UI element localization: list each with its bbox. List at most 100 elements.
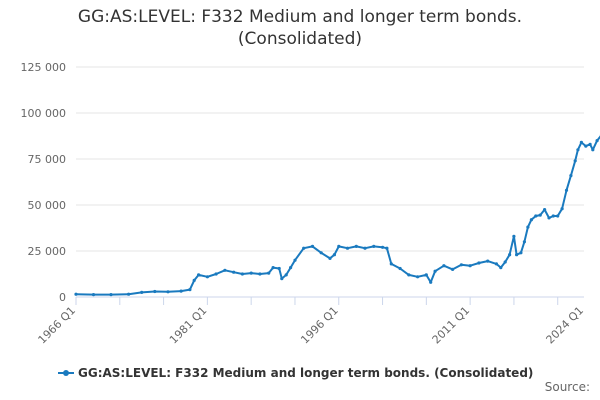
y-tick-label: 100 000: [21, 107, 67, 120]
data-point[interactable]: [197, 273, 201, 277]
data-point[interactable]: [579, 140, 584, 144]
data-point[interactable]: [591, 148, 595, 152]
data-point[interactable]: [332, 253, 336, 257]
x-tick-label: 1996 Q1: [298, 304, 341, 347]
x-tick-label: 2011 Q1: [430, 304, 473, 347]
data-point[interactable]: [188, 288, 192, 292]
data-point[interactable]: [569, 174, 573, 178]
data-point[interactable]: [280, 277, 284, 281]
data-point[interactable]: [293, 258, 297, 262]
y-tick-label: 50 000: [28, 199, 67, 212]
data-point[interactable]: [459, 263, 463, 267]
data-point[interactable]: [337, 244, 341, 248]
data-point[interactable]: [529, 218, 534, 222]
data-point[interactable]: [451, 267, 455, 271]
data-point[interactable]: [429, 280, 433, 284]
data-point[interactable]: [416, 275, 420, 279]
data-point[interactable]: [354, 244, 358, 248]
y-tick-label: 25 000: [28, 245, 67, 258]
data-point[interactable]: [468, 264, 472, 268]
data-point[interactable]: [363, 246, 367, 250]
data-point[interactable]: [515, 253, 519, 257]
chart-title-line2: (Consolidated): [237, 29, 363, 49]
data-point[interactable]: [424, 273, 428, 277]
data-point[interactable]: [538, 213, 542, 217]
data-point[interactable]: [564, 188, 569, 192]
data-point[interactable]: [486, 259, 490, 263]
data-point[interactable]: [328, 256, 332, 260]
data-point[interactable]: [153, 289, 157, 294]
data-point[interactable]: [389, 262, 393, 266]
y-tick-label: 0: [59, 291, 66, 304]
data-point[interactable]: [503, 260, 507, 264]
data-point[interactable]: [179, 289, 183, 293]
gridlines: [76, 66, 584, 298]
data-point[interactable]: [433, 269, 437, 273]
data-point[interactable]: [109, 293, 113, 297]
data-point[interactable]: [499, 266, 503, 270]
data-point[interactable]: [551, 214, 555, 218]
data-point[interactable]: [385, 246, 389, 250]
data-point[interactable]: [127, 292, 131, 296]
data-point[interactable]: [494, 262, 498, 266]
data-point[interactable]: [166, 290, 170, 294]
data-point[interactable]: [512, 234, 516, 238]
data-point[interactable]: [205, 275, 209, 279]
legend[interactable]: GG:AS:LEVEL: F332 Medium and longer term…: [58, 366, 533, 380]
source-label[interactable]: Source:: [544, 380, 590, 394]
data-point[interactable]: [372, 244, 376, 248]
data-point[interactable]: [192, 278, 196, 282]
data-point[interactable]: [310, 244, 315, 248]
data-point[interactable]: [576, 148, 580, 152]
data-point[interactable]: [258, 272, 262, 276]
data-point[interactable]: [547, 216, 551, 220]
data-point[interactable]: [284, 273, 288, 277]
data-point[interactable]: [398, 266, 402, 271]
data-point[interactable]: [232, 270, 236, 274]
data-point[interactable]: [267, 271, 271, 275]
y-axis: 0 25 000 50 000 75 000 100 000 125 000: [21, 61, 67, 304]
data-point[interactable]: [508, 253, 512, 257]
data-point[interactable]: [407, 273, 411, 277]
data-point[interactable]: [214, 272, 218, 276]
data-point[interactable]: [560, 207, 564, 211]
data-point[interactable]: [140, 290, 144, 294]
data-point[interactable]: [289, 266, 293, 270]
data-point[interactable]: [302, 246, 306, 250]
legend-marker-icon: [63, 370, 69, 376]
data-point[interactable]: [584, 144, 588, 148]
series-group: [74, 117, 600, 297]
data-point[interactable]: [477, 261, 481, 265]
x-tick-label: 1966 Q1: [36, 304, 79, 347]
chart-title: GG:AS:LEVEL: F332 Medium and longer term…: [0, 6, 600, 50]
data-point[interactable]: [595, 139, 599, 143]
data-point[interactable]: [240, 272, 244, 276]
x-tick-label: 1981 Q1: [167, 304, 210, 347]
chart-title-line1: GG:AS:LEVEL: F332 Medium and longer term…: [77, 7, 523, 27]
data-point[interactable]: [249, 271, 253, 275]
y-tick-label: 75 000: [28, 153, 67, 166]
data-point[interactable]: [345, 246, 350, 250]
data-point[interactable]: [588, 142, 592, 146]
data-point[interactable]: [319, 251, 323, 255]
series-line[interactable]: [75, 117, 600, 296]
data-point[interactable]: [223, 268, 227, 272]
data-point[interactable]: [381, 245, 385, 249]
data-point[interactable]: [277, 266, 281, 271]
data-point[interactable]: [556, 214, 560, 218]
y-tick-label: 125 000: [21, 61, 67, 74]
data-point[interactable]: [534, 214, 538, 218]
data-point[interactable]: [519, 251, 523, 255]
data-point[interactable]: [91, 293, 96, 297]
x-tick-label: 2024 Q1: [544, 304, 587, 347]
data-point[interactable]: [543, 208, 547, 212]
data-point[interactable]: [271, 266, 275, 270]
data-point[interactable]: [74, 292, 78, 296]
data-point[interactable]: [526, 225, 530, 229]
x-axis: 1966 Q1 1981 Q1 1996 Q1 2011 Q1 2024 Q1: [36, 296, 587, 347]
data-point[interactable]: [442, 264, 446, 268]
data-point[interactable]: [573, 159, 577, 163]
legend-label[interactable]: GG:AS:LEVEL: F332 Medium and longer term…: [78, 366, 533, 380]
data-point[interactable]: [522, 240, 527, 244]
